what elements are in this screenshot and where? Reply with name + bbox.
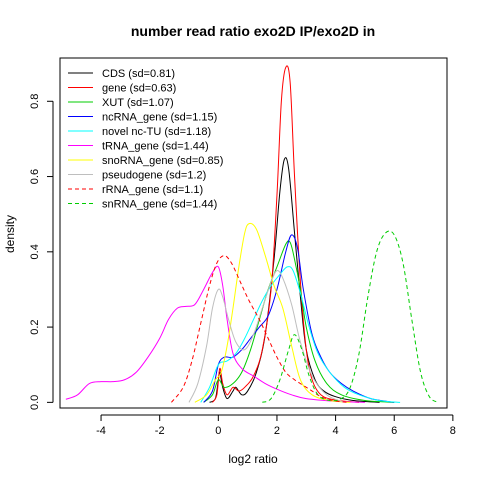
legend-label: tRNA_gene (sd=1.44) — [102, 141, 209, 153]
plot-frame — [59, 57, 448, 409]
x-axis-label: log2 ratio — [228, 452, 278, 466]
y-axis: 0.0 0.2 0.4 0.6 0.8 — [29, 94, 54, 410]
y-tick-label: 0.2 — [29, 319, 41, 334]
chart-title: number read ratio exo2D IP/exo2D in — [131, 23, 375, 39]
legend-label: XUT (sd=1.07) — [102, 97, 174, 109]
series-line-8 — [171, 255, 348, 403]
legend-label: CDS (sd=0.81) — [102, 68, 175, 80]
x-tick-label: 4 — [333, 425, 339, 437]
series-line-0 — [209, 157, 380, 403]
x-tick-label: 6 — [391, 425, 397, 437]
x-tick-label: -2 — [155, 425, 165, 437]
x-axis: -4 -2 0 2 4 6 8 — [96, 414, 456, 437]
x-tick-label: 8 — [450, 425, 456, 437]
legend-label: ncRNA_gene (sd=1.15) — [102, 112, 217, 124]
legend-label: snoRNA_gene (sd=0.85) — [102, 155, 223, 167]
series-line-3 — [203, 234, 395, 403]
legend: CDS (sd=0.81) gene (sd=0.63) XUT (sd=1.07)… — [68, 68, 223, 211]
y-axis-label: density — [3, 215, 17, 253]
series-line-5 — [65, 265, 365, 403]
legend-label: rRNA_gene (sd=1.1) — [102, 184, 203, 196]
legend-label: pseudogene (sd=1.2) — [102, 170, 206, 182]
y-tick-label: 0.6 — [29, 169, 41, 184]
series-line-4 — [200, 266, 401, 403]
y-tick-label: 0.0 — [29, 395, 41, 410]
legend-label: novel nc-TU (sd=1.18) — [102, 126, 211, 138]
series-line-7 — [188, 270, 345, 403]
y-tick-label: 0.4 — [29, 244, 41, 259]
series-line-2 — [203, 240, 395, 403]
series-layer — [65, 65, 439, 403]
legend-label: snRNA_gene (sd=1.44) — [102, 199, 217, 211]
x-tick-label: 0 — [215, 425, 221, 437]
y-tick-label: 0.8 — [29, 94, 41, 109]
legend-label: gene (sd=0.63) — [102, 83, 176, 95]
series-line-6 — [194, 222, 351, 403]
series-line-9 — [262, 230, 439, 403]
x-tick-label: -4 — [96, 425, 106, 437]
series-line-1 — [212, 65, 360, 403]
x-tick-label: 2 — [274, 425, 280, 437]
